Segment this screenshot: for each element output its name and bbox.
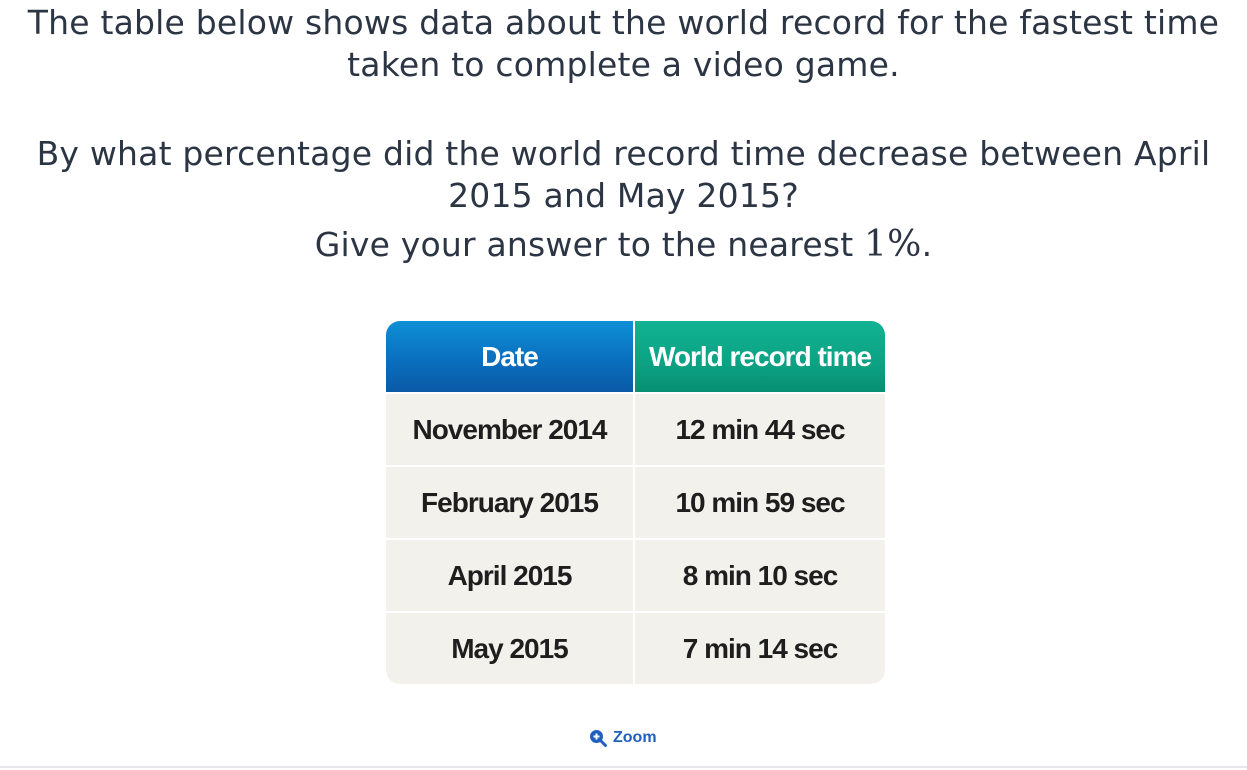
cell-date: February 2015 [386,465,635,538]
cell-time: 10 min 59 sec [635,465,885,538]
header-world-record-time: World record time [635,321,885,392]
table-row: May 2015 7 min 14 sec [386,611,885,684]
record-table: Date World record time November 2014 12 … [386,321,885,684]
cell-date: November 2014 [386,392,635,465]
record-table-container: Date World record time November 2014 12 … [386,321,885,684]
table-row: April 2015 8 min 10 sec [386,538,885,611]
cell-date: April 2015 [386,538,635,611]
header-date: Date [386,321,635,392]
divider [0,766,1247,768]
question-instruction: Give your answer to the nearest 1%. [0,224,1247,266]
table-header-row: Date World record time [386,321,885,392]
zoom-in-icon [589,729,607,747]
zoom-label: Zoom [613,729,657,746]
table-row: November 2014 12 min 44 sec [386,392,885,465]
instruction-prefix: Give your answer to the nearest [314,225,865,264]
zoom-button[interactable]: Zoom [589,729,657,747]
question-ask: By what percentage did the world record … [36,134,1211,215]
instruction-suffix: . [921,225,933,264]
cell-time: 7 min 14 sec [635,611,885,684]
table-row: February 2015 10 min 59 sec [386,465,885,538]
cell-time: 8 min 10 sec [635,538,885,611]
instruction-math: 1% [864,224,922,265]
cell-date: May 2015 [386,611,635,684]
question-intro: The table below shows data about the wor… [27,3,1220,84]
cell-time: 12 min 44 sec [635,392,885,465]
